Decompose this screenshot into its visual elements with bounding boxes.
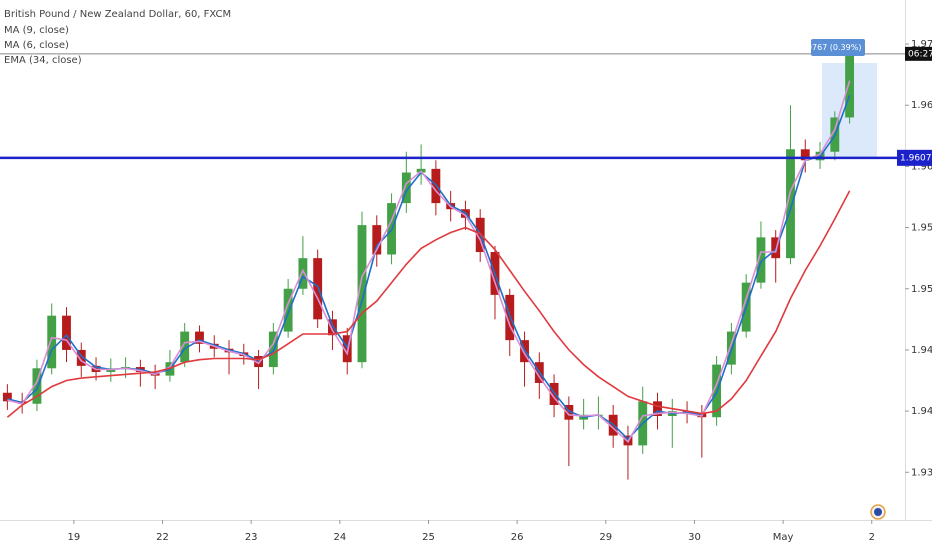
candle-body [32,368,42,404]
candle-body [62,315,71,350]
level-label-box [897,149,932,166]
candle-body [845,53,855,118]
chart-title: British Pound / New Zealand Dollar, 60, … [4,9,231,20]
y-tick-label: 1.96500 [911,100,932,111]
candle-body [786,149,795,259]
x-tick-label: 22 [156,532,169,543]
y-tick-label: 1.94000 [911,406,932,417]
y-tick-label: 1.95500 [911,223,932,234]
x-tick-label: 24 [333,532,346,543]
candle-body [76,349,86,366]
legend-entry: MA (6, close) [4,40,69,51]
candle-body [756,237,766,283]
x-tick-label: 29 [599,532,612,543]
candle-body [401,172,411,204]
candle-body [357,225,367,363]
measure-label: 0.00767 (0.39%) 76.7 [794,43,882,52]
countdown-box [905,46,932,61]
x-tick-label: 23 [245,532,258,543]
x-tick-label: May [773,532,794,543]
y-tick-label: 1.93500 [911,467,932,478]
y-tick-label: 1.95000 [911,284,932,295]
candle-body [180,331,190,363]
legend-entry: EMA (34, close) [4,55,82,66]
x-tick-label: 30 [688,532,701,543]
candle-body [653,401,662,416]
candle-body [564,404,574,420]
y-tick-label: 1.97000 [911,39,932,50]
x-tick-label: 2 [869,532,875,543]
plot-area [0,44,905,480]
overlay: British Pound / New Zealand Dollar, 60, … [4,9,231,66]
y-tick-label: 1.94500 [911,345,932,356]
ma-line [6,190,851,418]
candle-body [195,331,204,344]
x-tick-label: 26 [511,532,524,543]
candle-body [328,319,337,336]
candle-body [800,149,810,161]
candle-body [283,288,293,332]
candle-body [2,392,12,402]
candle-body [298,258,308,289]
candle-body [372,225,382,255]
x-tick-label: 25 [422,532,435,543]
measure-box [811,39,865,56]
candle-body [47,315,57,369]
legend-entry: MA (9, close) [4,25,69,36]
y-tick-label: 1.96000 [911,161,932,172]
candle-body [313,258,323,320]
ma-line [7,95,851,441]
flag-icon-inner [874,508,882,516]
x-tick-label: 19 [68,532,81,543]
countdown: 06:27 [908,49,932,59]
